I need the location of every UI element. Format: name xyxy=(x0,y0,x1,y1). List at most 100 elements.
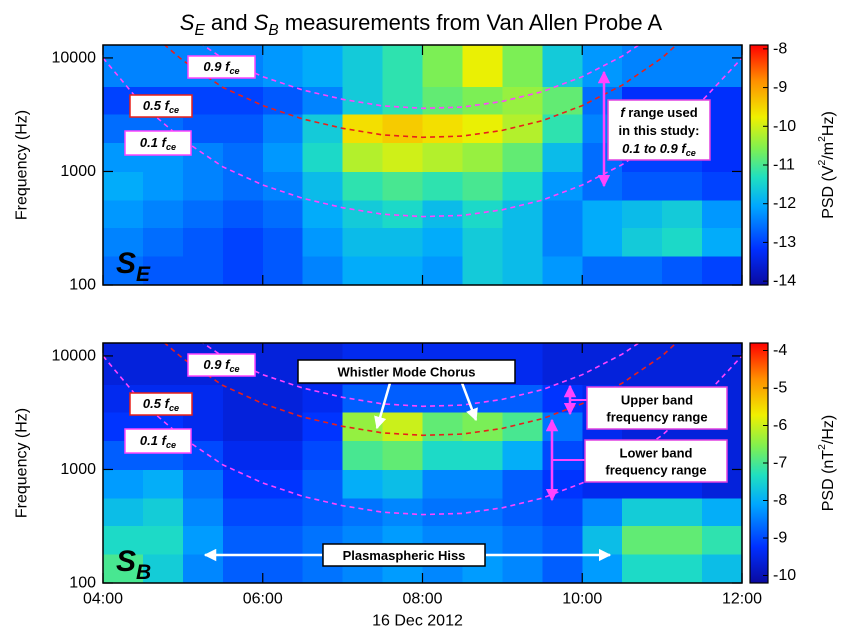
heat-cell xyxy=(462,227,503,257)
heat-cell xyxy=(542,227,583,257)
heat-cell xyxy=(462,142,503,172)
text-part: PSD (V xyxy=(820,165,837,219)
heat-cell xyxy=(103,171,144,201)
heat-cell xyxy=(422,86,463,115)
heat-cell xyxy=(662,343,703,386)
heat-cell xyxy=(182,498,224,527)
heat-cell xyxy=(302,227,344,257)
x-tick-label: 04:00 xyxy=(83,591,123,608)
heat-cell xyxy=(422,142,463,172)
text-part: Upper band xyxy=(621,392,693,407)
heat-cell xyxy=(582,554,623,583)
heat-cell xyxy=(182,554,224,583)
heat-cell xyxy=(542,469,583,499)
annotation-box xyxy=(586,386,728,430)
annotation-text: Upper band xyxy=(621,392,693,407)
heat-cell xyxy=(142,227,184,257)
heat-cell xyxy=(342,384,384,413)
heat-cell xyxy=(302,200,344,229)
heat-cell xyxy=(142,498,184,527)
y-tick-label: 100 xyxy=(69,575,96,592)
text-part: E xyxy=(194,22,205,39)
text-part: 0.9 f xyxy=(203,357,231,372)
heat-cell xyxy=(182,171,224,201)
heat-cell xyxy=(262,86,304,115)
text-part: 2 xyxy=(817,159,828,165)
y-tick-label: 10000 xyxy=(52,49,97,66)
heat-cell xyxy=(222,171,264,201)
text-part: 0.9 f xyxy=(203,59,231,74)
heat-cell xyxy=(262,227,304,257)
heat-cell xyxy=(702,256,742,285)
heat-cell xyxy=(662,256,703,285)
heat-cell xyxy=(542,86,583,115)
heat-cell xyxy=(222,114,264,143)
heat-cell xyxy=(302,469,344,499)
text-part: ce xyxy=(229,66,239,76)
heat-cell xyxy=(542,525,583,555)
text-part: S xyxy=(180,10,195,35)
heat-cell xyxy=(542,142,583,172)
heat-cell xyxy=(542,384,583,413)
text-part: and xyxy=(205,10,254,35)
heat-cell xyxy=(222,256,264,285)
heat-cell xyxy=(382,114,423,143)
heat-cell xyxy=(582,256,623,285)
heat-cell xyxy=(262,525,304,555)
heat-cell xyxy=(662,525,703,555)
heat-cell xyxy=(582,498,623,527)
fce-label-box xyxy=(124,428,192,454)
heat-cell xyxy=(302,412,344,441)
fce-label: 0.5 fce xyxy=(143,396,179,414)
heat-cell xyxy=(502,440,543,470)
colorbar-label: PSD (nT2/Hz) xyxy=(817,415,837,511)
heat-cell xyxy=(222,142,264,172)
heat-cell xyxy=(142,525,184,555)
colorbar-tick-label: -8 xyxy=(773,492,787,509)
heat-cell xyxy=(142,554,184,583)
colorbar-tick-label: -10 xyxy=(773,567,796,584)
fce-label: 0.1 fce xyxy=(140,433,176,451)
y-tick-label: 100 xyxy=(69,277,96,294)
heat-cell xyxy=(542,498,583,527)
heat-cell xyxy=(422,256,463,285)
heat-cell xyxy=(422,412,463,441)
heat-cell xyxy=(222,384,264,413)
panel-label: SB xyxy=(116,545,151,585)
heat-cell xyxy=(502,227,543,257)
heat-cell xyxy=(422,45,463,88)
heat-cell xyxy=(342,498,384,527)
heat-cell xyxy=(103,554,144,583)
colorbar-label: PSD (V2/m2Hz) xyxy=(817,111,837,219)
text-part: 0.5 f xyxy=(143,98,171,113)
heat-cell xyxy=(702,343,742,386)
heat-cell xyxy=(342,114,384,143)
heat-cell xyxy=(542,554,583,583)
heat-cell xyxy=(342,45,384,88)
heat-cell xyxy=(662,45,703,88)
text-part: f xyxy=(620,105,626,120)
fce-curve xyxy=(201,343,641,408)
heat-cell xyxy=(702,45,742,88)
heat-cell xyxy=(142,343,184,386)
fce-label-box xyxy=(129,392,193,416)
heat-cell xyxy=(222,440,264,470)
text-part: S xyxy=(116,247,136,280)
annotation-box xyxy=(584,439,728,483)
heat-cell xyxy=(222,86,264,115)
heat-cell xyxy=(462,114,503,143)
heat-cell xyxy=(662,498,703,527)
heat-cell xyxy=(382,256,423,285)
heat-cell xyxy=(262,469,304,499)
text-part: range used xyxy=(625,105,698,120)
heat-cell xyxy=(422,384,463,413)
fce-label-box xyxy=(124,130,192,156)
text-part: frequency range xyxy=(606,409,707,424)
text-part: /Hz) xyxy=(820,415,837,444)
heat-cell xyxy=(302,440,344,470)
x-tick-label: 12:00 xyxy=(722,591,762,608)
heat-cell xyxy=(542,171,583,201)
heat-cell xyxy=(582,343,623,386)
fce-label: 0.9 fce xyxy=(203,59,239,77)
colorbar-tick-label: -12 xyxy=(773,195,796,212)
